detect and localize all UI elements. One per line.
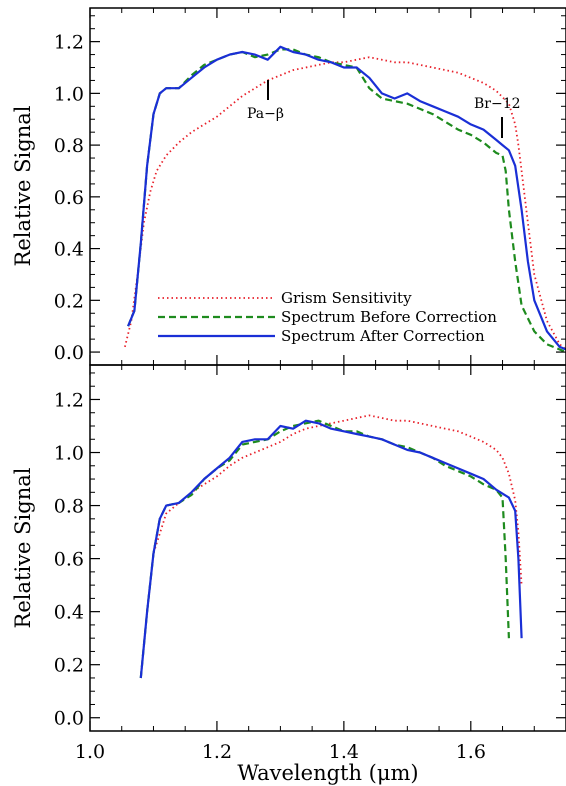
bottom-plot-area <box>139 414 523 679</box>
annotation-pa-beta: Pa−β <box>247 80 284 122</box>
bottom-ytick-label: 0.6 <box>54 549 84 571</box>
top-ytick-label: 0.6 <box>54 187 84 209</box>
bottom-xtick-label: 1.6 <box>456 741 486 763</box>
top-ytick-label: 0.0 <box>54 342 84 364</box>
bottom-ytick-label: 1.0 <box>54 443 84 465</box>
bottom-y-axis-title: Relative Signal <box>11 467 35 628</box>
bottom-ytick-label: 0.2 <box>54 655 84 677</box>
top-ytick-label: 0.2 <box>54 290 84 312</box>
top-panel: 0.0 0.2 0.4 0.6 0.8 1.0 1.2 Grism Sensitivity … <box>11 7 566 366</box>
top-series-grism <box>124 56 566 351</box>
annotation-pa-beta-label: Pa−β <box>247 106 284 122</box>
bottom-ytick-label: 0.0 <box>54 708 84 730</box>
annotation-br-12: Br−12 <box>474 96 521 138</box>
bottom-panel-frame <box>89 364 566 732</box>
x-axis-title: Wavelength (μm) <box>237 761 418 785</box>
top-series-after <box>127 45 566 351</box>
annotation-br-12-label: Br−12 <box>474 96 521 112</box>
bottom-xtick-label: 1.0 <box>75 741 105 763</box>
bottom-xtick-label: 1.2 <box>202 741 232 763</box>
top-ytick-label: 0.8 <box>54 135 84 157</box>
top-legend: Grism Sensitivity Spectrum Before Correc… <box>158 289 497 345</box>
bottom-xtick-label: 1.4 <box>329 741 359 763</box>
top-ytick-label: 1.0 <box>54 83 84 105</box>
bottom-series-group <box>139 414 523 679</box>
bottom-ytick-label: 0.4 <box>54 602 84 624</box>
bottom-ytick-label: 0.8 <box>54 496 84 518</box>
bottom-ytick-label: 1.2 <box>54 389 84 411</box>
bottom-series-before <box>139 419 510 679</box>
top-plot-area <box>124 45 566 354</box>
legend-label-grism: Grism Sensitivity <box>281 289 412 307</box>
top-ytick-label: 0.4 <box>54 239 84 261</box>
top-ticks: 0.0 0.2 0.4 0.6 0.8 1.0 1.2 <box>54 8 566 365</box>
bottom-panel: 0.0 0.2 0.4 0.6 0.8 1.0 1.2 1.0 1.2 1.4 1.6 Relati… <box>11 364 566 785</box>
bottom-ticks: 0.0 0.2 0.4 0.6 0.8 1.0 1.2 1.0 1.2 1.4 1.6 <box>54 365 566 763</box>
bottom-series-after <box>139 419 523 679</box>
legend-label-after: Spectrum After Correction <box>281 327 485 345</box>
top-ytick-label: 1.2 <box>54 32 84 54</box>
top-y-axis-title: Relative Signal <box>11 105 35 266</box>
legend-label-before: Spectrum Before Correction <box>281 308 497 326</box>
top-series-group <box>124 45 566 354</box>
